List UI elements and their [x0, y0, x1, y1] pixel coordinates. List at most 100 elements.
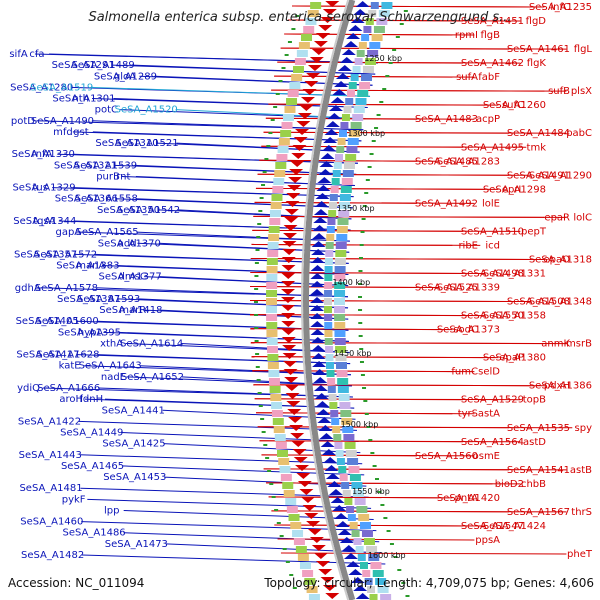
- gene-label: SeSA_A1321: [54, 160, 117, 171]
- plus-strand-arrow: [297, 481, 312, 487]
- plus-strand-arrow: [292, 145, 307, 151]
- plus-strand-arrow: [290, 433, 305, 439]
- gene-label: SeSA_A1453: [103, 472, 166, 483]
- gene-label: SeSA_A1280: [10, 82, 73, 93]
- plus-strand-arrow: [293, 137, 308, 143]
- plus-strand-arrow: [283, 369, 298, 375]
- category-cell: [286, 98, 298, 105]
- category-cell: [339, 202, 351, 209]
- category-cell: [334, 266, 346, 273]
- category-cell: [341, 178, 353, 185]
- gene-label: SeSA_A1529: [461, 395, 524, 406]
- category-cell: [304, 578, 316, 585]
- gene-link-line: [250, 328, 453, 331]
- gene-link-line: [251, 356, 499, 359]
- gene-label: SeSA_A1339: [437, 283, 500, 294]
- gene-label: pepT: [521, 226, 547, 237]
- plus-strand-arrow: [283, 233, 298, 239]
- gc-marker: [258, 210, 263, 212]
- minus-strand-arrow: [330, 497, 345, 503]
- minus-strand-arrow: [311, 241, 326, 247]
- minus-strand-arrow: [350, 17, 365, 23]
- category-cell: [356, 506, 368, 513]
- minus-strand-arrow: [332, 89, 347, 95]
- gene-label: lolE: [482, 198, 500, 209]
- plus-strand-arrow: [288, 177, 303, 183]
- plus-strand-arrow: [281, 257, 296, 263]
- category-cell: [308, 594, 320, 600]
- minus-strand-arrow: [341, 49, 356, 55]
- category-cell: [273, 426, 285, 433]
- kbp-tick-label: 1300 kbp: [347, 129, 385, 138]
- category-cell: [290, 522, 302, 529]
- gene-link-line: [259, 440, 464, 443]
- category-cell: [324, 314, 333, 321]
- gene-label: SeSA_A1395: [58, 327, 121, 338]
- gene-label: SeSA_A1465: [61, 461, 124, 472]
- plus-strand-arrow: [282, 249, 297, 255]
- category-cell: [370, 562, 382, 569]
- gene-label: chbB: [521, 479, 546, 490]
- gene-link-line: [253, 215, 545, 218]
- category-cell: [335, 154, 344, 161]
- plus-strand-arrow: [281, 337, 296, 343]
- gc-marker: [358, 296, 363, 298]
- category-cell: [270, 394, 282, 401]
- backbone-arc: [302, 0, 356, 600]
- genome-ring: 1250 kbp 1300 kbp 1350 kbp 1400 kbp 1450 kbp…: [254, 0, 410, 600]
- gc-marker: [372, 465, 377, 467]
- category-cell: [276, 154, 288, 161]
- category-cell: [355, 546, 364, 553]
- gene-label: SeSA_A1298: [483, 184, 546, 195]
- gene-label: SeSA_A1567: [507, 507, 570, 518]
- gene-label: icd: [485, 240, 500, 251]
- gene-link-line: [250, 257, 545, 260]
- plus-strand-arrow: [302, 89, 317, 95]
- minus-strand-arrow: [310, 265, 325, 271]
- category-cell: [351, 530, 360, 537]
- category-cell: [348, 466, 360, 473]
- category-cell: [324, 258, 333, 265]
- gc-marker: [292, 587, 297, 589]
- category-cell: [364, 578, 373, 585]
- gene-label: SeSA_A1652: [121, 372, 184, 383]
- gene-link-line: [136, 231, 350, 242]
- category-cell: [338, 394, 350, 401]
- gene-label: SeSA_A1380: [483, 353, 546, 364]
- gene-label: gdhA: [15, 283, 41, 294]
- gc-marker: [360, 374, 365, 376]
- category-cell: [370, 2, 379, 9]
- minus-strand-arrow: [346, 561, 361, 567]
- minus-strand-arrow: [314, 393, 329, 399]
- plus-strand-arrow: [289, 425, 304, 431]
- category-cell: [334, 322, 346, 329]
- gene-link-line: [250, 271, 464, 274]
- plus-strand-arrow: [288, 417, 303, 423]
- category-cell: [284, 106, 296, 113]
- gene-label: SeSA_A1593: [77, 294, 140, 305]
- kbp-tick-label: 1500 kbp: [341, 420, 379, 429]
- gene-link-line: [291, 5, 545, 8]
- plus-strand-arrow: [282, 353, 297, 359]
- gc-marker: [287, 41, 292, 43]
- gene-label: ppsA: [475, 535, 500, 546]
- gene-link-line: [251, 243, 453, 246]
- category-cell: [266, 338, 278, 345]
- gc-marker: [358, 270, 363, 272]
- category-cell: [341, 114, 350, 121]
- plus-strand-arrow: [295, 465, 310, 471]
- gene-label: msrB: [566, 339, 592, 350]
- gene-label: SeSA_A1600: [36, 316, 99, 327]
- category-cell: [297, 554, 309, 561]
- plus-strand-arrow: [283, 361, 298, 367]
- category-cell: [271, 402, 283, 409]
- minus-strand-arrow: [332, 505, 347, 511]
- minus-strand-arrow: [311, 249, 326, 255]
- category-cell: [299, 562, 311, 569]
- gene-link-line: [165, 543, 383, 554]
- gc-marker: [285, 561, 290, 563]
- link-lines: [34, 5, 573, 565]
- category-cell: [362, 570, 371, 577]
- gc-marker: [358, 309, 363, 311]
- minus-strand-arrow: [310, 273, 325, 279]
